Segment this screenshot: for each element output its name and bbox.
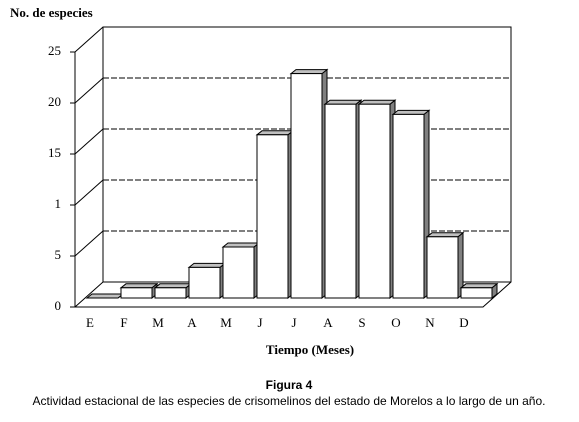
bar <box>120 287 153 299</box>
bar-top <box>153 283 193 289</box>
bar <box>324 103 357 299</box>
x-tick-label: M <box>152 315 164 330</box>
x-tick-label: M <box>220 315 232 330</box>
bar <box>256 134 289 299</box>
bar-top <box>289 69 329 75</box>
bar-top <box>323 99 363 105</box>
bar <box>426 236 459 299</box>
bar-top <box>459 283 499 289</box>
bar <box>188 266 221 299</box>
caption-title: Figura 4 <box>266 378 313 392</box>
x-tick-label: A <box>187 315 197 330</box>
grid-line <box>74 77 104 104</box>
y-tick-label: 0 <box>55 298 62 313</box>
x-tick-label: A <box>323 315 333 330</box>
y-tick-label: 15 <box>48 145 61 160</box>
grid-line <box>74 230 104 257</box>
x-tick-label: J <box>257 315 262 330</box>
grid-line <box>74 128 104 155</box>
x-tick-label: O <box>391 315 400 330</box>
x-tick-label: J <box>291 315 296 330</box>
caption: Actividad estacional de las especies de … <box>33 394 546 408</box>
x-tick-label: F <box>120 315 127 330</box>
bar <box>222 246 255 299</box>
y-axis-label: No. de especies <box>10 5 93 20</box>
x-tick-label: D <box>459 315 468 330</box>
bar-top <box>85 293 125 299</box>
bar-top <box>425 232 465 238</box>
bar <box>460 287 493 299</box>
bar-top <box>119 283 159 289</box>
y-tick-label: 5 <box>55 247 62 262</box>
bar-top <box>187 262 227 268</box>
bar <box>358 103 391 299</box>
x-axis-label: Tiempo (Meses) <box>266 342 354 357</box>
bar-top <box>391 109 431 115</box>
y-tick-label: 20 <box>48 94 61 109</box>
bar <box>154 287 187 299</box>
x-tick-label: S <box>358 315 365 330</box>
bar <box>290 73 323 299</box>
x-tick-label: E <box>86 315 94 330</box>
bar <box>392 113 425 299</box>
bar-top <box>357 99 397 105</box>
bar-top <box>255 130 295 136</box>
x-tick-label: N <box>425 315 435 330</box>
bar-top <box>221 242 261 248</box>
y-tick-label: 25 <box>48 43 61 58</box>
y-tick-label: 1 <box>55 196 62 211</box>
grid-line <box>74 179 104 206</box>
